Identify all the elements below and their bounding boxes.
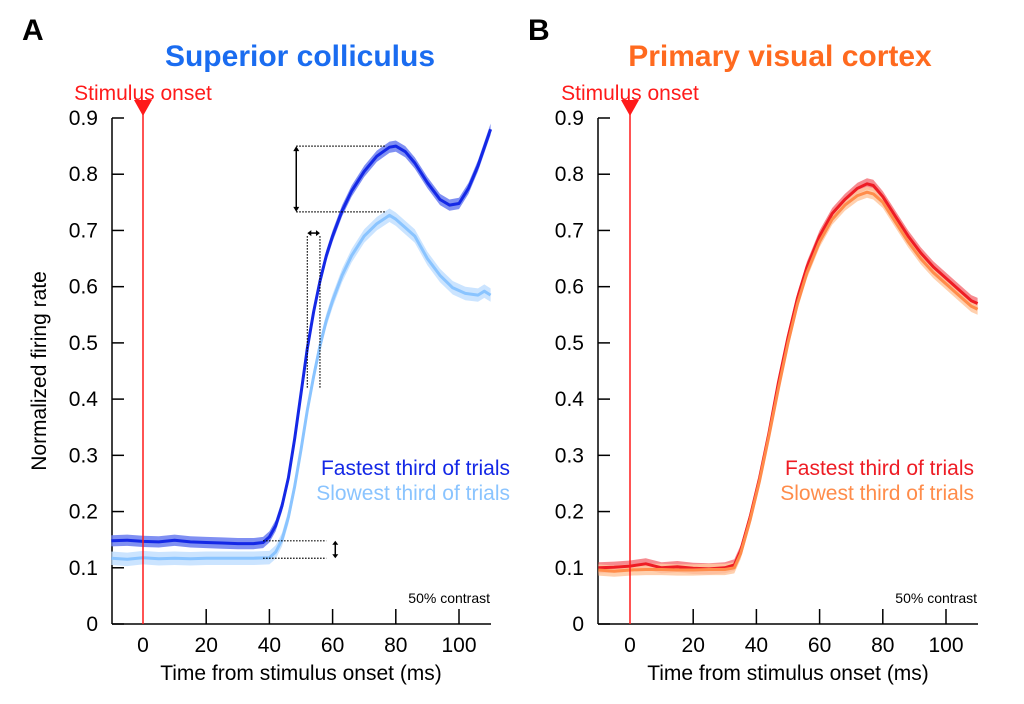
legend-fastest: Fastest third of trials [785, 457, 974, 480]
arrowhead-icon [293, 146, 300, 152]
panel-letter-b: B [528, 14, 550, 47]
y-tick-label: 0 [86, 613, 98, 636]
panel-a: A Superior colliculus Stimulus onset 0 0.… [22, 14, 510, 685]
x-tick-label: 0 [137, 634, 149, 657]
x-tick-label: 80 [871, 634, 894, 657]
y-tick-label: 0.5 [555, 332, 584, 355]
y-tick-label: 0.6 [555, 276, 584, 299]
plot-area-b: 0 0.1 0.2 0.3 0.4 0.5 0.6 0.7 0.8 0.9 0 20 40 60 80 100 [555, 100, 979, 657]
y-axis-label: Normalized firing rate [28, 271, 51, 471]
plot-area-a: 0 0.1 0.2 0.3 0.4 0.5 0.6 0.7 0.8 0.9 0 20 40 60 80 100 [69, 100, 493, 657]
panel-b-title: Primary visual cortex [628, 40, 932, 73]
arrowhead-icon [332, 540, 339, 545]
x-tick-label: 80 [384, 634, 407, 657]
y-tick-label: 0.8 [555, 163, 584, 186]
series-line-slowest [111, 213, 492, 561]
y-tick-label: 0.1 [69, 557, 98, 580]
y-tick-label: 0.3 [69, 444, 98, 467]
stimulus-onset-label: Stimulus onset [561, 82, 699, 105]
y-tick-label: 0.9 [555, 107, 584, 130]
x-tick-label: 100 [928, 634, 963, 657]
x-axis-label: Time from stimulus onset (ms) [160, 662, 442, 685]
panel-b: B Primary visual cortex Stimulus onset 0… [528, 14, 979, 685]
x-tick-label: 0 [624, 634, 636, 657]
y-tick-label: 0 [572, 613, 584, 636]
series-line-slowest [598, 190, 979, 573]
contrast-annotation: 50% contrast [895, 590, 977, 606]
x-tick-label: 100 [441, 634, 476, 657]
y-tick-label: 0.2 [69, 501, 98, 524]
panel-letter-a: A [22, 14, 44, 47]
y-tick-label: 0.2 [555, 501, 584, 524]
x-tick-label: 40 [258, 634, 281, 657]
arrowhead-icon [332, 554, 339, 559]
series-line-fastest [111, 128, 493, 546]
x-tick-label: 20 [682, 634, 705, 657]
stimulus-onset-triangle-icon [134, 100, 152, 116]
series-error-band-fastest [598, 178, 978, 575]
y-tick-label: 0.7 [69, 219, 98, 242]
y-tick-label: 0.3 [555, 444, 584, 467]
arrowhead-icon [315, 230, 320, 237]
x-tick-label: 60 [321, 634, 344, 657]
stimulus-onset-label: Stimulus onset [74, 82, 212, 105]
y-tick-label: 0.7 [555, 219, 584, 242]
y-tick-label: 0.8 [69, 163, 98, 186]
legend-slowest: Slowest third of trials [780, 482, 974, 505]
y-tick-label: 0.4 [69, 388, 99, 411]
legend-slowest: Slowest third of trials [316, 482, 510, 505]
y-tick-label: 0.6 [69, 276, 98, 299]
arrowhead-icon [293, 206, 300, 212]
x-tick-label: 20 [195, 634, 218, 657]
y-tick-label: 0.9 [69, 107, 98, 130]
x-tick-label: 40 [745, 634, 768, 657]
arrowhead-icon [307, 230, 312, 237]
panel-a-title: Superior colliculus [165, 40, 435, 73]
series-line-fastest [598, 182, 979, 571]
contrast-annotation: 50% contrast [408, 590, 490, 606]
series-error-band-slowest [598, 186, 978, 577]
x-axis-label: Time from stimulus onset (ms) [647, 662, 929, 685]
y-tick-label: 0.5 [69, 332, 98, 355]
legend-fastest: Fastest third of trials [321, 457, 510, 480]
stimulus-onset-triangle-icon [621, 100, 639, 116]
x-tick-label: 60 [808, 634, 831, 657]
y-tick-label: 0.1 [555, 557, 584, 580]
y-tick-label: 0.4 [555, 388, 585, 411]
